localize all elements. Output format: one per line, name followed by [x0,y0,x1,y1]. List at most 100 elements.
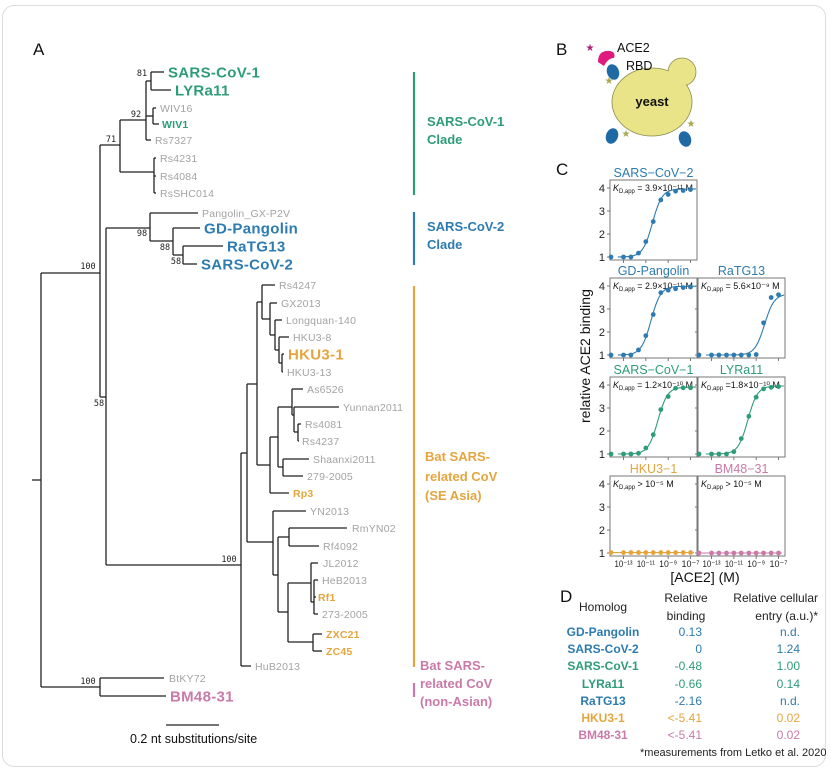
yeast-label: yeast [635,94,669,109]
tree-leaf-label: SARS-CoV-2 [201,256,293,273]
data-point [628,352,634,358]
data-point [696,352,702,358]
data-point [650,550,656,555]
bootstrap-value: 92 [131,110,141,120]
clade-label-sars-cov-2: SARS-CoV-2 Clade [427,219,505,252]
tree-leaf-label: RmYN02 [352,523,396,535]
y-tick-label: 4 [599,281,605,293]
plot-frame [609,376,698,458]
data-point [680,188,686,193]
bootstrap-value: 100 [221,555,236,565]
plot-title: BM48−31 [715,462,769,476]
data-point [665,192,671,197]
plot-frame [609,179,698,261]
tree-leaf-label: LYRa11 [175,82,230,99]
data-point [761,550,766,556]
relative-entry-value: n.d. [779,625,800,639]
yeast-bud-fill [668,58,696,86]
y-tick-label: 2 [599,525,605,537]
binding-plot-5: LYRa11 KD,app =1.8×10⁻¹⁰ M [695,363,786,460]
data-point [709,352,714,358]
kd-annotation: KD,app = 1.2×10⁻¹⁰ M [613,380,693,392]
y-tick-label: 1 [599,350,605,362]
tree-leaf-label: Rf1 [318,592,336,604]
tree-leaf-label: Rf4092 [323,541,358,553]
relative-binding-value: -2.16 [674,693,702,708]
tree-leaf-label: Pangolin_GX-P2V [202,208,290,220]
data-point [628,550,634,555]
data-point [709,550,714,556]
data-point [724,550,729,556]
star-tag-icon: ★ [605,76,614,87]
plot-title: SARS−CoV−2 [614,166,694,180]
data-point [673,188,678,194]
x-tick-label: 10⁻⁷ [770,559,789,570]
fit-curve [617,285,697,356]
data-point [673,385,678,391]
data-point [716,550,722,556]
data-point [724,451,729,457]
bootstrap-value: 58 [171,257,181,267]
data-point [658,197,664,203]
x-tick-label: 10⁻¹¹ [637,559,655,570]
data-point [716,352,722,358]
data-point [696,550,702,556]
star-tag-icon: ★ [586,43,595,54]
plot-frame [697,277,786,359]
yeast-display-schematic: ★ ★ ★ ★ ACE2 RBD yeast [586,41,697,147]
yeast-cell [611,67,693,137]
star-tag-icon: ★ [622,129,631,140]
rbd-icon [606,64,620,80]
relative-binding-value: 0 [695,642,702,657]
binding-plot-1: SARS−CoV−2 KD,app = 3.9×10⁻¹¹ M 1 2 3 4 [599,166,698,264]
data-point [768,295,774,300]
tree-leaf-label: Rs4231 [160,153,197,165]
x-axis-label: [ACE2] (M) [670,569,740,585]
scale-bar-label: 0.2 nt substitutions/site [130,732,258,746]
homolog-name: BM48-31 [578,728,628,743]
star-tag-icon: ★ [687,119,696,130]
data-point [688,385,693,391]
data-point [650,219,656,224]
data-point [738,436,744,441]
data-point [658,550,664,555]
homolog-name: RaTG13 [580,693,626,708]
bootstrap-value: 100 [80,262,95,272]
homolog-name: SARS-CoV-1 [567,659,639,674]
plot-frame [697,376,786,458]
tree-leaf-label: Rs4081 [305,419,342,431]
figure-frame [2,5,826,767]
data-point [738,550,744,556]
data-point [643,333,649,339]
tree-leaf-label: Rs4084 [160,171,197,183]
tree-leaf-label: GD-Pangolin [204,220,298,237]
plot-frame [609,475,698,557]
data-point [761,386,766,392]
header-binding: Relative binding [664,591,708,623]
data-point [608,352,614,358]
relative-entry-value: 0.02 [776,728,800,743]
data-point [753,352,759,357]
data-point [628,254,634,260]
homolog-name: HKU3-1 [581,711,625,725]
data-point [636,250,641,256]
relative-binding-value: 0.13 [678,625,702,639]
y-tick-label: 2 [599,229,605,241]
clade-label-bat-se-asia: Bat SARS-related CoV (SE Asia) [425,449,498,503]
tree-leaf-label: ZC45 [326,646,352,658]
data-point [665,394,671,399]
tree-leaf-label: SARS-CoV-1 [168,64,260,81]
homolog-name: GD-Pangolin [566,625,640,639]
rbd-icon [605,128,619,144]
tree-leaf-label: HKU3-8 [293,332,332,344]
tree-leaf-label: 273-2005 [322,609,368,621]
y-tick-label: 2 [599,327,605,339]
tree-leaf-label: WIV16 [160,103,193,115]
data-point [776,292,781,298]
data-point [608,254,614,260]
y-axis-label: relative ACE2 binding [577,289,593,423]
data-point [746,550,752,556]
phylogenetic-tree [32,71,347,697]
tree-leaf-label: HKU3-1 [288,346,344,363]
table-footnote: *measurements from Letko et al. 2020 [640,747,827,759]
